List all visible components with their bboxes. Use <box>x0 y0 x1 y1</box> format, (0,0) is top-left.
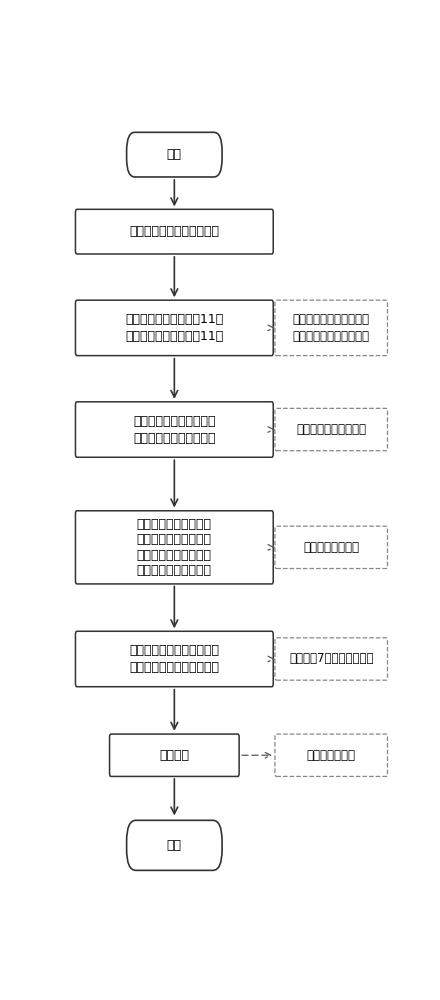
Text: 求电能表功率有效值平均值: 求电能表功率有效值平均值 <box>129 644 220 657</box>
FancyBboxPatch shape <box>127 132 222 177</box>
FancyBboxPatch shape <box>76 300 273 356</box>
FancyBboxPatch shape <box>275 734 388 776</box>
Text: 读取电能表功率有效值11次: 读取电能表功率有效值11次 <box>125 313 224 326</box>
Text: 率有效值寄存器刷新周期: 率有效值寄存器刷新周期 <box>293 330 370 343</box>
Text: 大值和两个功率最小值: 大值和两个功率最小值 <box>137 533 212 546</box>
Text: 计算误差: 计算误差 <box>159 749 189 762</box>
Text: 为了排除异常的跳变值: 为了排除异常的跳变值 <box>296 423 366 436</box>
Text: 大值和两个功率最小值: 大值和两个功率最小值 <box>137 564 212 577</box>
Text: 对电能表功率有效值排序: 对电能表功率有效值排序 <box>133 415 216 428</box>
FancyBboxPatch shape <box>275 526 388 569</box>
Text: 开始: 开始 <box>167 148 182 161</box>
FancyBboxPatch shape <box>76 511 273 584</box>
FancyBboxPatch shape <box>275 300 388 356</box>
Text: 去掉电能表两个功率最: 去掉电能表两个功率最 <box>137 518 212 531</box>
FancyBboxPatch shape <box>76 209 273 254</box>
Text: 每次读取间隔为电能表功: 每次读取间隔为电能表功 <box>293 313 370 326</box>
FancyBboxPatch shape <box>275 408 388 451</box>
Text: 求标准表功率有效值平均值: 求标准表功率有效值平均值 <box>129 661 220 674</box>
FancyBboxPatch shape <box>127 820 222 870</box>
FancyBboxPatch shape <box>110 734 239 776</box>
FancyBboxPatch shape <box>76 402 273 457</box>
FancyBboxPatch shape <box>275 638 388 680</box>
FancyBboxPatch shape <box>76 631 273 687</box>
Text: 对标准表功率有效值排序: 对标准表功率有效值排序 <box>133 432 216 445</box>
Text: 将剩余的7个有效值求平均: 将剩余的7个有效值求平均 <box>289 652 374 666</box>
Text: 标准表准确度及稳定度判断: 标准表准确度及稳定度判断 <box>129 225 220 238</box>
Text: 排除异常的跳变值: 排除异常的跳变值 <box>303 541 359 554</box>
Text: 求电能表误差值: 求电能表误差值 <box>307 749 356 762</box>
Text: 去掉标准表两个功率最: 去掉标准表两个功率最 <box>137 549 212 562</box>
Text: 结束: 结束 <box>167 839 182 852</box>
Text: 读取标准表功率有效值11次: 读取标准表功率有效值11次 <box>125 330 224 343</box>
